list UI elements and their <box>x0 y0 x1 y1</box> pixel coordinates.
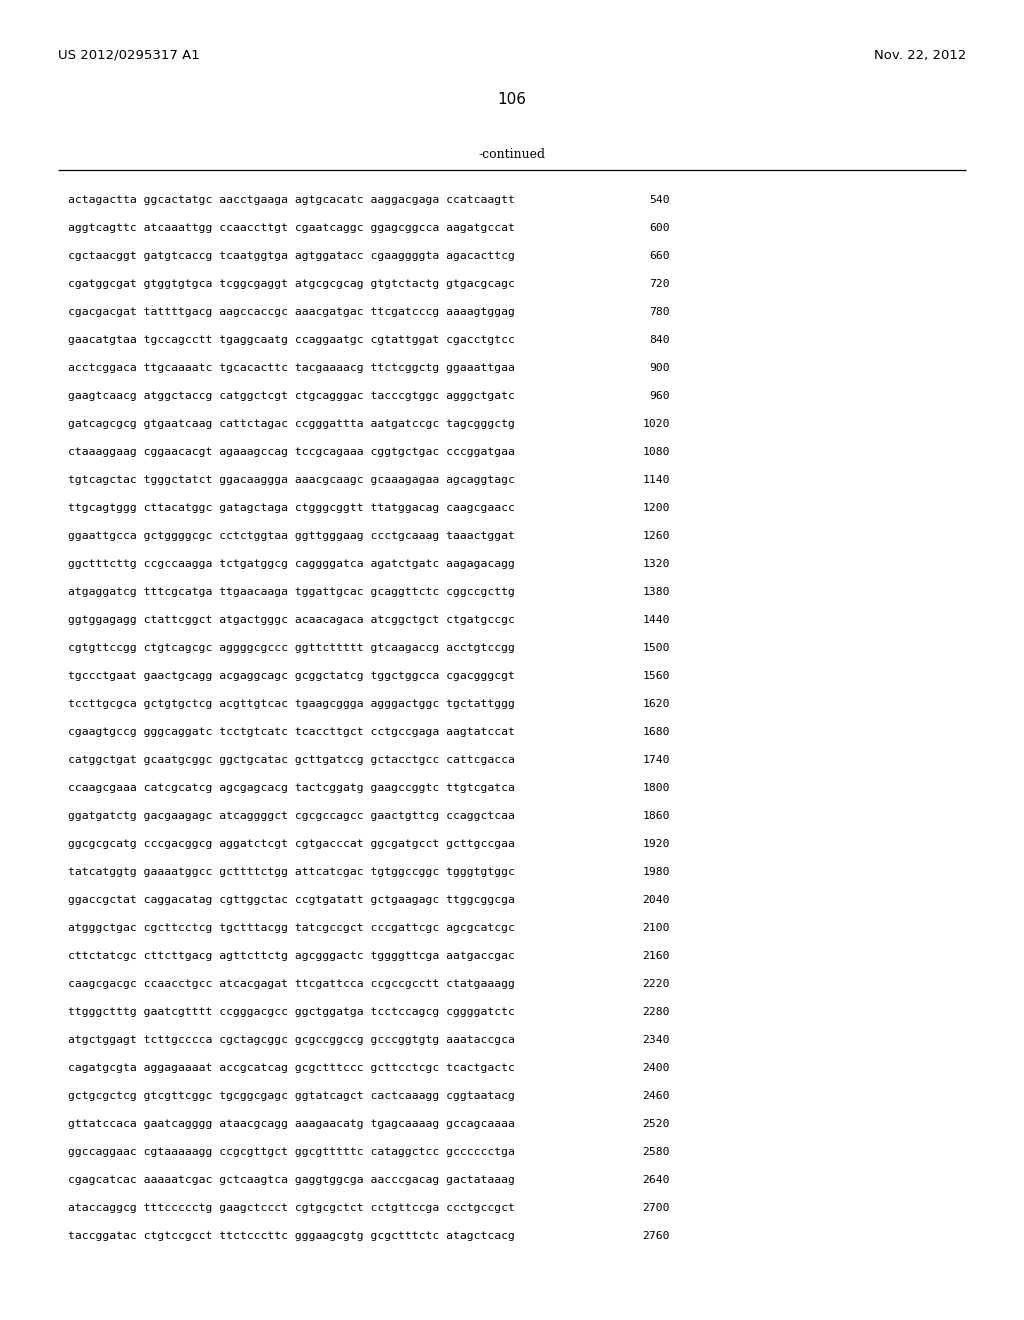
Text: gaagtcaacg atggctaccg catggctcgt ctgcagggac tacccgtggc agggctgatc: gaagtcaacg atggctaccg catggctcgt ctgcagg… <box>68 391 515 401</box>
Text: cgagcatcac aaaaatcgac gctcaagtca gaggtggcga aacccgacag gactataaag: cgagcatcac aaaaatcgac gctcaagtca gaggtgg… <box>68 1175 515 1185</box>
Text: tgccctgaat gaactgcagg acgaggcagc gcggctatcg tggctggcca cgacgggcgt: tgccctgaat gaactgcagg acgaggcagc gcggcta… <box>68 671 515 681</box>
Text: gatcagcgcg gtgaatcaag cattctagac ccgggattta aatgatccgc tagcgggctg: gatcagcgcg gtgaatcaag cattctagac ccgggat… <box>68 418 515 429</box>
Text: 1440: 1440 <box>642 615 670 624</box>
Text: 1200: 1200 <box>642 503 670 513</box>
Text: -continued: -continued <box>478 149 546 161</box>
Text: ggaattgcca gctggggcgc cctctggtaa ggttgggaag ccctgcaaag taaactggat: ggaattgcca gctggggcgc cctctggtaa ggttggg… <box>68 531 515 541</box>
Text: 960: 960 <box>649 391 670 401</box>
Text: 840: 840 <box>649 335 670 345</box>
Text: 2280: 2280 <box>642 1007 670 1016</box>
Text: 1800: 1800 <box>642 783 670 793</box>
Text: tatcatggtg gaaaatggcc gcttttctgg attcatcgac tgtggccggc tgggtgtggc: tatcatggtg gaaaatggcc gcttttctgg attcatc… <box>68 867 515 876</box>
Text: gaacatgtaa tgccagcctt tgaggcaatg ccaggaatgc cgtattggat cgacctgtcc: gaacatgtaa tgccagcctt tgaggcaatg ccaggaa… <box>68 335 515 345</box>
Text: 2220: 2220 <box>642 979 670 989</box>
Text: 1680: 1680 <box>642 727 670 737</box>
Text: cttctatcgc cttcttgacg agttcttctg agcgggactc tggggttcga aatgaccgac: cttctatcgc cttcttgacg agttcttctg agcggga… <box>68 950 515 961</box>
Text: ggaccgctat caggacatag cgttggctac ccgtgatatt gctgaagagc ttggcggcga: ggaccgctat caggacatag cgttggctac ccgtgat… <box>68 895 515 906</box>
Text: 106: 106 <box>498 92 526 107</box>
Text: 2700: 2700 <box>642 1203 670 1213</box>
Text: 1860: 1860 <box>642 810 670 821</box>
Text: 900: 900 <box>649 363 670 374</box>
Text: ggctttcttg ccgccaagga tctgatggcg caggggatca agatctgatc aagagacagg: ggctttcttg ccgccaagga tctgatggcg cagggga… <box>68 558 515 569</box>
Text: gctgcgctcg gtcgttcggc tgcggcgagc ggtatcagct cactcaaagg cggtaatacg: gctgcgctcg gtcgttcggc tgcggcgagc ggtatca… <box>68 1092 515 1101</box>
Text: 2760: 2760 <box>642 1232 670 1241</box>
Text: ccaagcgaaa catcgcatcg agcgagcacg tactcggatg gaagccggtc ttgtcgatca: ccaagcgaaa catcgcatcg agcgagcacg tactcgg… <box>68 783 515 793</box>
Text: cgacgacgat tattttgacg aagccaccgc aaacgatgac ttcgatcccg aaaagtggag: cgacgacgat tattttgacg aagccaccgc aaacgat… <box>68 308 515 317</box>
Text: 1320: 1320 <box>642 558 670 569</box>
Text: ggcgcgcatg cccgacggcg aggatctcgt cgtgacccat ggcgatgcct gcttgccgaa: ggcgcgcatg cccgacggcg aggatctcgt cgtgacc… <box>68 840 515 849</box>
Text: 1380: 1380 <box>642 587 670 597</box>
Text: 1980: 1980 <box>642 867 670 876</box>
Text: 1920: 1920 <box>642 840 670 849</box>
Text: ataccaggcg tttccccctg gaagctccct cgtgcgctct cctgttccga ccctgccgct: ataccaggcg tttccccctg gaagctccct cgtgcgc… <box>68 1203 515 1213</box>
Text: ggccaggaac cgtaaaaagg ccgcgttgct ggcgtttttc cataggctcc gcccccctga: ggccaggaac cgtaaaaagg ccgcgttgct ggcgttt… <box>68 1147 515 1158</box>
Text: ttgggctttg gaatcgtttt ccgggacgcc ggctggatga tcctccagcg cggggatctc: ttgggctttg gaatcgtttt ccgggacgcc ggctgga… <box>68 1007 515 1016</box>
Text: catggctgat gcaatgcggc ggctgcatac gcttgatccg gctacctgcc cattcgacca: catggctgat gcaatgcggc ggctgcatac gcttgat… <box>68 755 515 766</box>
Text: 2160: 2160 <box>642 950 670 961</box>
Text: caagcgacgc ccaacctgcc atcacgagat ttcgattcca ccgccgcctt ctatgaaagg: caagcgacgc ccaacctgcc atcacgagat ttcgatt… <box>68 979 515 989</box>
Text: 2400: 2400 <box>642 1063 670 1073</box>
Text: 1620: 1620 <box>642 700 670 709</box>
Text: gttatccaca gaatcagggg ataacgcagg aaagaacatg tgagcaaaag gccagcaaaa: gttatccaca gaatcagggg ataacgcagg aaagaac… <box>68 1119 515 1129</box>
Text: 1740: 1740 <box>642 755 670 766</box>
Text: 1260: 1260 <box>642 531 670 541</box>
Text: 540: 540 <box>649 195 670 205</box>
Text: 2100: 2100 <box>642 923 670 933</box>
Text: ggtggagagg ctattcggct atgactgggc acaacagaca atcggctgct ctgatgccgc: ggtggagagg ctattcggct atgactgggc acaacag… <box>68 615 515 624</box>
Text: 2040: 2040 <box>642 895 670 906</box>
Text: cagatgcgta aggagaaaat accgcatcag gcgctttccc gcttcctcgc tcactgactc: cagatgcgta aggagaaaat accgcatcag gcgcttt… <box>68 1063 515 1073</box>
Text: atgggctgac cgcttcctcg tgctttacgg tatcgccgct cccgattcgc agcgcatcgc: atgggctgac cgcttcctcg tgctttacgg tatcgcc… <box>68 923 515 933</box>
Text: 2580: 2580 <box>642 1147 670 1158</box>
Text: 2520: 2520 <box>642 1119 670 1129</box>
Text: atgctggagt tcttgcccca cgctagcggc gcgccggccg gcccggtgtg aaataccgca: atgctggagt tcttgcccca cgctagcggc gcgccgg… <box>68 1035 515 1045</box>
Text: ctaaaggaag cggaacacgt agaaagccag tccgcagaaa cggtgctgac cccggatgaa: ctaaaggaag cggaacacgt agaaagccag tccgcag… <box>68 447 515 457</box>
Text: ttgcagtggg cttacatggc gatagctaga ctgggcggtt ttatggacag caagcgaacc: ttgcagtggg cttacatggc gatagctaga ctgggcg… <box>68 503 515 513</box>
Text: ggatgatctg gacgaagagc atcaggggct cgcgccagcc gaactgttcg ccaggctcaa: ggatgatctg gacgaagagc atcaggggct cgcgcca… <box>68 810 515 821</box>
Text: 1140: 1140 <box>642 475 670 484</box>
Text: 2340: 2340 <box>642 1035 670 1045</box>
Text: atgaggatcg tttcgcatga ttgaacaaga tggattgcac gcaggttctc cggccgcttg: atgaggatcg tttcgcatga ttgaacaaga tggattg… <box>68 587 515 597</box>
Text: 720: 720 <box>649 279 670 289</box>
Text: 1560: 1560 <box>642 671 670 681</box>
Text: tccttgcgca gctgtgctcg acgttgtcac tgaagcggga agggactggc tgctattggg: tccttgcgca gctgtgctcg acgttgtcac tgaagcg… <box>68 700 515 709</box>
Text: 780: 780 <box>649 308 670 317</box>
Text: 1020: 1020 <box>642 418 670 429</box>
Text: 2460: 2460 <box>642 1092 670 1101</box>
Text: cgtgttccgg ctgtcagcgc aggggcgccc ggttcttttt gtcaagaccg acctgtccgg: cgtgttccgg ctgtcagcgc aggggcgccc ggttctt… <box>68 643 515 653</box>
Text: aggtcagttc atcaaattgg ccaaccttgt cgaatcaggc ggagcggcca aagatgccat: aggtcagttc atcaaattgg ccaaccttgt cgaatca… <box>68 223 515 234</box>
Text: taccggatac ctgtccgcct ttctcccttc gggaagcgtg gcgctttctc atagctcacg: taccggatac ctgtccgcct ttctcccttc gggaagc… <box>68 1232 515 1241</box>
Text: 1080: 1080 <box>642 447 670 457</box>
Text: actagactta ggcactatgc aacctgaaga agtgcacatc aaggacgaga ccatcaagtt: actagactta ggcactatgc aacctgaaga agtgcac… <box>68 195 515 205</box>
Text: Nov. 22, 2012: Nov. 22, 2012 <box>873 49 966 62</box>
Text: 660: 660 <box>649 251 670 261</box>
Text: cgctaacggt gatgtcaccg tcaatggtga agtggatacc cgaaggggta agacacttcg: cgctaacggt gatgtcaccg tcaatggtga agtggat… <box>68 251 515 261</box>
Text: cgaagtgccg gggcaggatc tcctgtcatc tcaccttgct cctgccgaga aagtatccat: cgaagtgccg gggcaggatc tcctgtcatc tcacctt… <box>68 727 515 737</box>
Text: 2640: 2640 <box>642 1175 670 1185</box>
Text: cgatggcgat gtggtgtgca tcggcgaggt atgcgcgcag gtgtctactg gtgacgcagc: cgatggcgat gtggtgtgca tcggcgaggt atgcgcg… <box>68 279 515 289</box>
Text: US 2012/0295317 A1: US 2012/0295317 A1 <box>58 49 200 62</box>
Text: 600: 600 <box>649 223 670 234</box>
Text: 1500: 1500 <box>642 643 670 653</box>
Text: acctcggaca ttgcaaaatc tgcacacttc tacgaaaacg ttctcggctg ggaaattgaa: acctcggaca ttgcaaaatc tgcacacttc tacgaaa… <box>68 363 515 374</box>
Text: tgtcagctac tgggctatct ggacaaggga aaacgcaagc gcaaagagaa agcaggtagc: tgtcagctac tgggctatct ggacaaggga aaacgca… <box>68 475 515 484</box>
